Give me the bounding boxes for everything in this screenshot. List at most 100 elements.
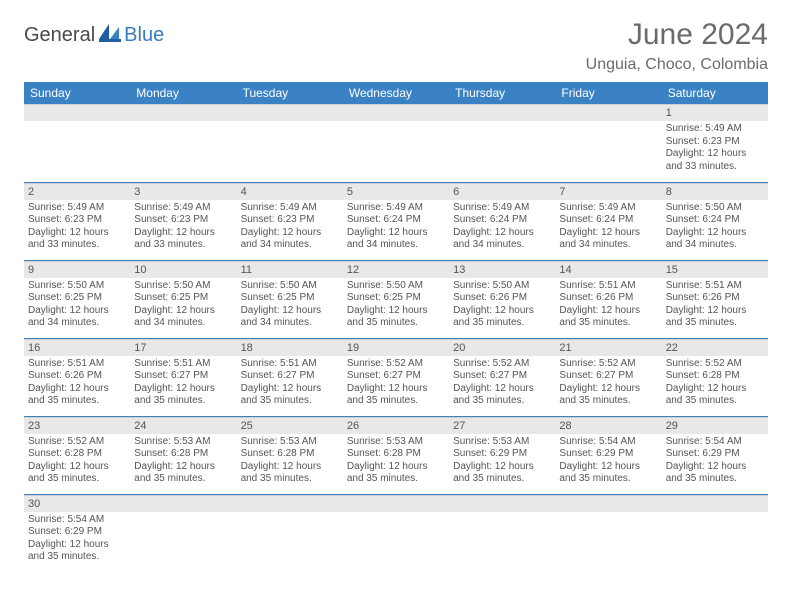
day-details: Sunrise: 5:50 AMSunset: 6:26 PMDaylight:… (449, 278, 555, 334)
day-number: 8 (662, 183, 768, 200)
weekday-header: Saturday (662, 82, 768, 104)
day-number: 30 (24, 495, 130, 512)
calendar-cell (237, 494, 343, 572)
calendar-table: Sunday Monday Tuesday Wednesday Thursday… (24, 82, 768, 572)
weekday-header: Thursday (449, 82, 555, 104)
calendar-cell: 8Sunrise: 5:50 AMSunset: 6:24 PMDaylight… (662, 182, 768, 260)
day-number-empty (555, 104, 661, 121)
calendar-cell (662, 494, 768, 572)
day-details: Sunrise: 5:51 AMSunset: 6:26 PMDaylight:… (662, 278, 768, 334)
calendar-cell: 14Sunrise: 5:51 AMSunset: 6:26 PMDayligh… (555, 260, 661, 338)
day-number-empty (662, 495, 768, 512)
day-number: 14 (555, 261, 661, 278)
day-number-empty (24, 104, 130, 121)
calendar-cell (237, 104, 343, 182)
day-number: 26 (343, 417, 449, 434)
calendar-cell: 28Sunrise: 5:54 AMSunset: 6:29 PMDayligh… (555, 416, 661, 494)
calendar-cell: 1Sunrise: 5:49 AMSunset: 6:23 PMDaylight… (662, 104, 768, 182)
day-details: Sunrise: 5:49 AMSunset: 6:23 PMDaylight:… (24, 200, 130, 256)
day-details: Sunrise: 5:50 AMSunset: 6:24 PMDaylight:… (662, 200, 768, 256)
day-number: 27 (449, 417, 555, 434)
calendar-cell: 15Sunrise: 5:51 AMSunset: 6:26 PMDayligh… (662, 260, 768, 338)
day-number-empty (449, 104, 555, 121)
day-number: 12 (343, 261, 449, 278)
calendar-cell (130, 494, 236, 572)
day-number: 24 (130, 417, 236, 434)
day-number-empty (237, 104, 343, 121)
calendar-cell (24, 104, 130, 182)
calendar-cell: 7Sunrise: 5:49 AMSunset: 6:24 PMDaylight… (555, 182, 661, 260)
weekday-header-row: Sunday Monday Tuesday Wednesday Thursday… (24, 82, 768, 104)
calendar-cell: 22Sunrise: 5:52 AMSunset: 6:28 PMDayligh… (662, 338, 768, 416)
day-number: 15 (662, 261, 768, 278)
calendar-row: 23Sunrise: 5:52 AMSunset: 6:28 PMDayligh… (24, 416, 768, 494)
day-number-empty (237, 495, 343, 512)
day-number: 1 (662, 104, 768, 121)
day-number-empty (555, 495, 661, 512)
calendar-cell: 26Sunrise: 5:53 AMSunset: 6:28 PMDayligh… (343, 416, 449, 494)
weekday-header: Tuesday (237, 82, 343, 104)
day-number: 11 (237, 261, 343, 278)
day-details: Sunrise: 5:50 AMSunset: 6:25 PMDaylight:… (343, 278, 449, 334)
day-details: Sunrise: 5:49 AMSunset: 6:24 PMDaylight:… (555, 200, 661, 256)
calendar-cell: 21Sunrise: 5:52 AMSunset: 6:27 PMDayligh… (555, 338, 661, 416)
calendar-cell: 29Sunrise: 5:54 AMSunset: 6:29 PMDayligh… (662, 416, 768, 494)
brand-logo: General Blue (24, 24, 164, 47)
day-details: Sunrise: 5:52 AMSunset: 6:28 PMDaylight:… (662, 356, 768, 412)
calendar-cell (130, 104, 236, 182)
calendar-cell: 11Sunrise: 5:50 AMSunset: 6:25 PMDayligh… (237, 260, 343, 338)
calendar-cell: 9Sunrise: 5:50 AMSunset: 6:25 PMDaylight… (24, 260, 130, 338)
calendar-cell (555, 494, 661, 572)
day-details: Sunrise: 5:50 AMSunset: 6:25 PMDaylight:… (130, 278, 236, 334)
day-number: 7 (555, 183, 661, 200)
day-details: Sunrise: 5:52 AMSunset: 6:28 PMDaylight:… (24, 434, 130, 490)
calendar-cell: 24Sunrise: 5:53 AMSunset: 6:28 PMDayligh… (130, 416, 236, 494)
sail-icon (99, 24, 121, 47)
day-details: Sunrise: 5:49 AMSunset: 6:23 PMDaylight:… (237, 200, 343, 256)
brand-part1: General (24, 24, 95, 47)
day-number: 18 (237, 339, 343, 356)
day-details: Sunrise: 5:54 AMSunset: 6:29 PMDaylight:… (555, 434, 661, 490)
day-number-empty (343, 495, 449, 512)
calendar-cell (449, 494, 555, 572)
day-number: 17 (130, 339, 236, 356)
day-number: 2 (24, 183, 130, 200)
day-details: Sunrise: 5:49 AMSunset: 6:23 PMDaylight:… (662, 121, 768, 177)
day-number: 16 (24, 339, 130, 356)
day-number: 13 (449, 261, 555, 278)
day-number: 9 (24, 261, 130, 278)
weekday-header: Friday (555, 82, 661, 104)
calendar-row: 9Sunrise: 5:50 AMSunset: 6:25 PMDaylight… (24, 260, 768, 338)
day-details: Sunrise: 5:49 AMSunset: 6:24 PMDaylight:… (449, 200, 555, 256)
day-number: 29 (662, 417, 768, 434)
calendar-cell (343, 104, 449, 182)
brand-part2: Blue (124, 24, 164, 47)
calendar-cell: 19Sunrise: 5:52 AMSunset: 6:27 PMDayligh… (343, 338, 449, 416)
day-details: Sunrise: 5:53 AMSunset: 6:28 PMDaylight:… (130, 434, 236, 490)
day-number: 19 (343, 339, 449, 356)
day-details: Sunrise: 5:52 AMSunset: 6:27 PMDaylight:… (449, 356, 555, 412)
calendar-cell: 18Sunrise: 5:51 AMSunset: 6:27 PMDayligh… (237, 338, 343, 416)
day-number: 10 (130, 261, 236, 278)
calendar-row: 16Sunrise: 5:51 AMSunset: 6:26 PMDayligh… (24, 338, 768, 416)
day-details: Sunrise: 5:51 AMSunset: 6:27 PMDaylight:… (130, 356, 236, 412)
day-details: Sunrise: 5:53 AMSunset: 6:28 PMDaylight:… (237, 434, 343, 490)
day-details: Sunrise: 5:54 AMSunset: 6:29 PMDaylight:… (24, 512, 130, 568)
day-number: 20 (449, 339, 555, 356)
day-details: Sunrise: 5:49 AMSunset: 6:24 PMDaylight:… (343, 200, 449, 256)
calendar-row: 2Sunrise: 5:49 AMSunset: 6:23 PMDaylight… (24, 182, 768, 260)
day-details: Sunrise: 5:50 AMSunset: 6:25 PMDaylight:… (24, 278, 130, 334)
calendar-cell (449, 104, 555, 182)
calendar-cell: 2Sunrise: 5:49 AMSunset: 6:23 PMDaylight… (24, 182, 130, 260)
calendar-cell: 12Sunrise: 5:50 AMSunset: 6:25 PMDayligh… (343, 260, 449, 338)
day-number: 22 (662, 339, 768, 356)
weekday-header: Sunday (24, 82, 130, 104)
day-number-empty (130, 495, 236, 512)
weekday-header: Monday (130, 82, 236, 104)
day-details: Sunrise: 5:53 AMSunset: 6:29 PMDaylight:… (449, 434, 555, 490)
day-details: Sunrise: 5:52 AMSunset: 6:27 PMDaylight:… (555, 356, 661, 412)
calendar-cell: 20Sunrise: 5:52 AMSunset: 6:27 PMDayligh… (449, 338, 555, 416)
day-details: Sunrise: 5:51 AMSunset: 6:27 PMDaylight:… (237, 356, 343, 412)
title-block: June 2024 Unguia, Choco, Colombia (586, 18, 768, 74)
calendar-cell: 13Sunrise: 5:50 AMSunset: 6:26 PMDayligh… (449, 260, 555, 338)
